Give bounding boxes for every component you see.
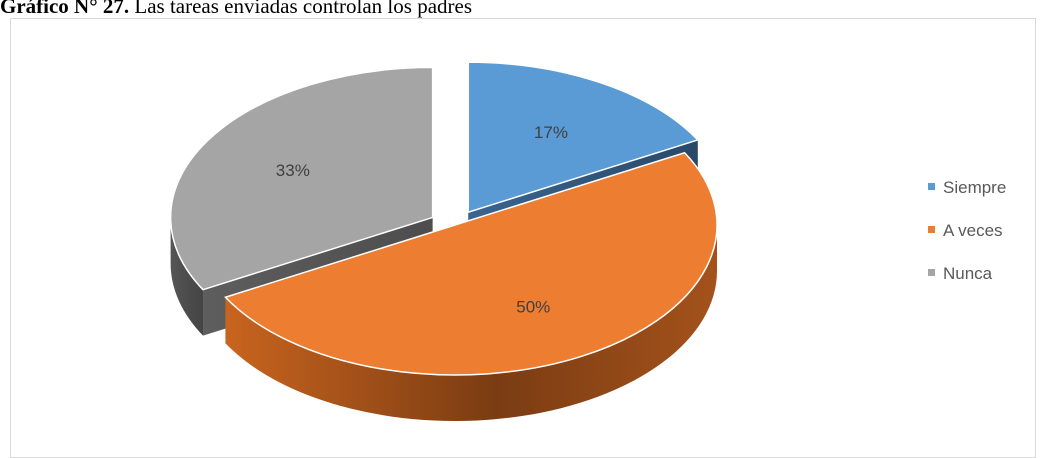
slice-side-2 xyxy=(170,217,204,336)
legend-entry: Siempre xyxy=(943,178,1006,197)
legend-swatch xyxy=(928,226,935,233)
legend-entry: Nunca xyxy=(943,264,993,283)
pie-chart: 17% 50% 33% Siempre A veces Nunca xyxy=(169,61,1006,421)
data-label: 50% xyxy=(516,297,550,316)
data-label: 17% xyxy=(534,123,568,142)
chart-caption: Gráfico N° 27. Las tareas enviadas contr… xyxy=(0,0,472,19)
slice-siempre xyxy=(467,61,700,214)
slice-nunca xyxy=(169,66,434,291)
legend-swatch xyxy=(928,183,935,190)
data-label: 33% xyxy=(276,161,310,180)
legend-entry: A veces xyxy=(943,221,1003,240)
slice-side-1 xyxy=(225,225,717,421)
caption-title: Las tareas enviadas controlan los padres xyxy=(134,0,472,18)
slice-a-veces xyxy=(224,151,718,376)
caption-prefix: Gráfico N° 27. xyxy=(0,0,130,18)
legend-swatch xyxy=(928,269,935,276)
